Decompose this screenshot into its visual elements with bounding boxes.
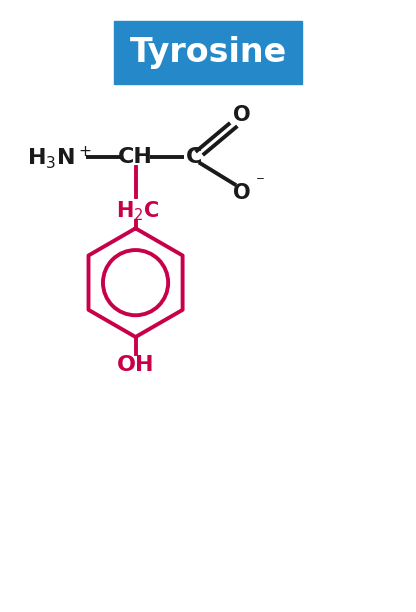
Text: H$_3$N$^+$: H$_3$N$^+$: [27, 144, 92, 171]
Text: O: O: [233, 184, 251, 203]
Text: Tyrosine: Tyrosine: [129, 36, 287, 69]
Text: C: C: [186, 147, 202, 167]
Text: H$_2$C: H$_2$C: [116, 200, 159, 223]
Text: O: O: [233, 105, 251, 125]
Text: CH: CH: [118, 147, 153, 167]
Text: OH: OH: [117, 355, 154, 375]
Text: $^-$: $^-$: [253, 176, 265, 191]
